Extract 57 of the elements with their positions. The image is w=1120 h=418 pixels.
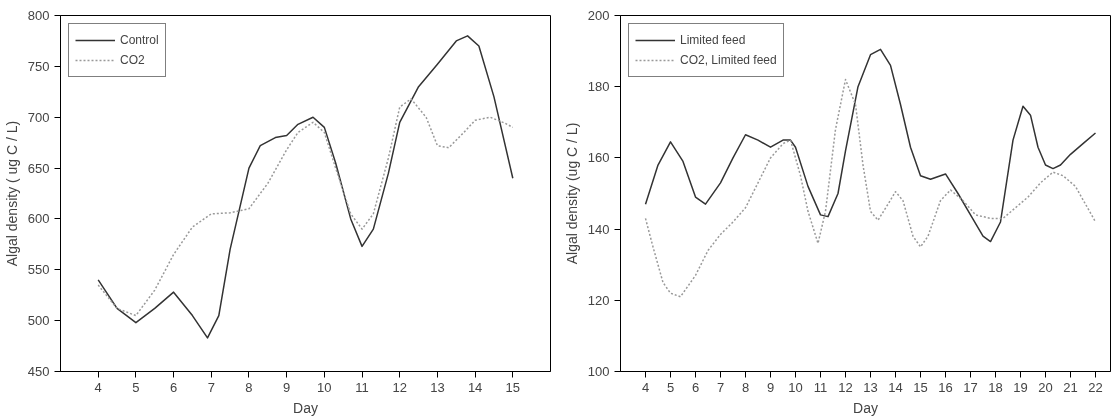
x-tick-label: 16: [938, 379, 953, 395]
x-tick-label: 6: [169, 379, 178, 395]
x-tick-label: 7: [716, 379, 725, 395]
x-tick-label: 13: [430, 379, 445, 395]
y-tick-label: 600: [27, 211, 50, 227]
line-series: [644, 78, 1097, 298]
y-tick-label: 180: [587, 79, 610, 95]
x-tick-label: 12: [838, 379, 853, 395]
x-tick-label: 8: [245, 379, 253, 395]
x-tick-label: 22: [1088, 379, 1103, 395]
x-tick-label: 9: [283, 379, 291, 395]
line-series: [97, 35, 514, 339]
y-tick-label: 550: [27, 262, 50, 278]
line-series: [644, 48, 1097, 243]
x-tick-label: 4: [94, 379, 102, 395]
x-tick-label: 14: [888, 379, 903, 395]
x-tick-label: 5: [666, 379, 675, 395]
x-tick-label: 10: [317, 379, 332, 395]
x-tick-label: 17: [963, 379, 978, 395]
x-tick-label: 6: [691, 379, 700, 395]
y-tick-label: 500: [27, 313, 50, 329]
y-tick-label: 140: [587, 221, 610, 237]
legend-label: Control: [120, 33, 159, 47]
y-tick-label: 160: [587, 150, 610, 166]
y-axis-title: Algal density ( ug C / L): [3, 120, 20, 267]
x-tick-label: 18: [988, 379, 1003, 395]
x-tick-label: 15: [505, 379, 521, 395]
line-series: [97, 98, 514, 317]
x-tick-label: 14: [467, 379, 483, 395]
x-tick-label: 20: [1038, 379, 1053, 395]
x-tick-label: 8: [741, 379, 750, 395]
x-tick-label: 4: [641, 379, 650, 395]
legend-label: CO2: [120, 53, 145, 67]
y-tick-label: 200: [587, 8, 610, 23]
y-axis-title: Algal density (ug C / L): [563, 122, 580, 265]
x-tick-label: 11: [813, 379, 828, 395]
y-tick-label: 650: [27, 160, 50, 176]
x-tick-label: 15: [913, 379, 928, 395]
y-tick-label: 750: [27, 58, 50, 74]
x-tick-label: 5: [132, 379, 140, 395]
x-tick-label: 21: [1063, 379, 1078, 395]
x-axis-title: Day: [293, 399, 318, 416]
legend-label: Limited feed: [680, 33, 746, 47]
x-tick-label: 10: [788, 379, 803, 395]
x-tick-label: 7: [207, 379, 215, 395]
y-tick-label: 700: [27, 109, 50, 125]
x-tick-label: 11: [355, 379, 369, 395]
x-tick-label: 19: [1013, 379, 1028, 395]
x-tick-label: 12: [392, 379, 407, 395]
legend-label: CO2, Limited feed: [680, 53, 777, 67]
x-tick-label: 9: [766, 379, 775, 395]
y-tick-label: 800: [27, 8, 50, 23]
x-tick-label: 13: [863, 379, 878, 395]
y-tick-label: 100: [587, 364, 610, 379]
y-tick-label: 120: [587, 292, 610, 308]
x-axis-title: Day: [853, 399, 878, 416]
y-tick-label: 450: [27, 364, 50, 379]
